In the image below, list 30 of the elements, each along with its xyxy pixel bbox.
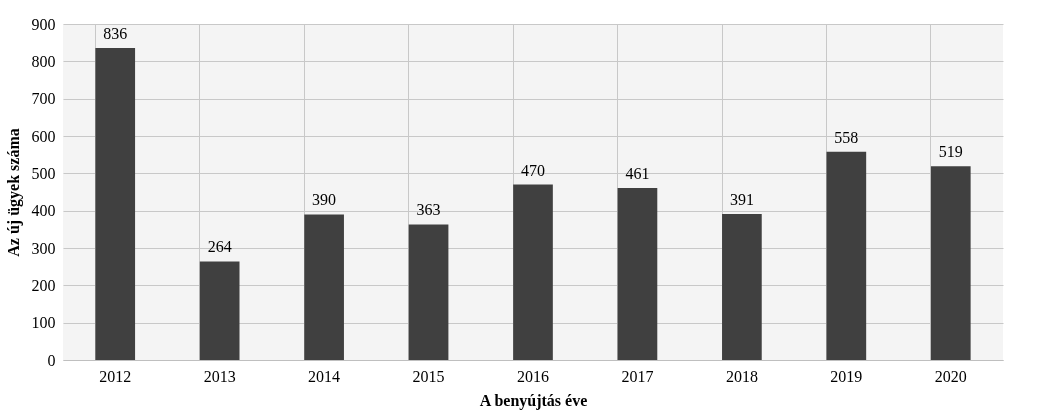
data-label: 519 [938, 143, 963, 161]
y-tick-label: 900 [31, 15, 56, 33]
y-tick-label: 600 [31, 127, 56, 145]
data-label: 470 [521, 161, 545, 179]
y-tick-label: 500 [31, 164, 56, 182]
x-tick-label: 2013 [203, 367, 236, 385]
x-tick-label: 2016 [517, 367, 549, 385]
x-axis-title: A benyújtás éve [479, 391, 588, 410]
y-tick-label: 400 [31, 202, 56, 220]
y-tick-label: 100 [31, 314, 56, 332]
data-label: 836 [103, 24, 128, 42]
data-label: 390 [312, 191, 337, 209]
y-axis-title: Az új ügyek száma [4, 128, 23, 257]
x-tick-label: 2018 [725, 367, 758, 385]
y-tick-label: 700 [31, 90, 56, 108]
y-tick-label: 300 [31, 239, 56, 257]
data-label: 363 [416, 201, 441, 219]
y-tick-label: 800 [31, 52, 56, 70]
x-tick-label: 2017 [621, 367, 654, 385]
x-tick-label: 2015 [412, 367, 445, 385]
x-tick-label: 2014 [308, 367, 341, 385]
x-tick-label: 2012 [99, 367, 132, 385]
data-label: 264 [207, 238, 232, 256]
data-label: 558 [834, 128, 859, 146]
y-tick-label: 0 [47, 351, 56, 369]
x-tick-label: 2019 [830, 367, 863, 385]
y-tick-label: 200 [31, 276, 56, 294]
x-tick-label: 2020 [934, 367, 967, 385]
data-label: 461 [625, 164, 650, 182]
data-label: 391 [729, 191, 754, 209]
